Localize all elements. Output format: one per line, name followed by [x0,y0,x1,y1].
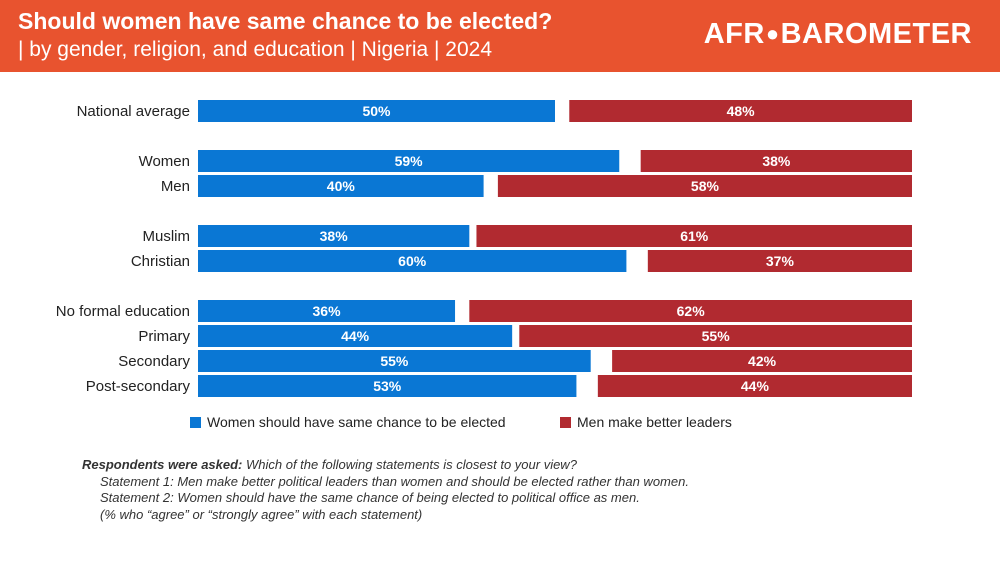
data-label-women-muslim: 38% [320,228,349,244]
bar-women-same-chance-christian [198,250,627,272]
data-label-women-no-formal-education: 36% [313,303,342,319]
data-label-women-national-average: 50% [362,103,391,119]
data-label-men-post-secondary: 44% [741,378,770,394]
bar-women-same-chance-women [198,150,620,172]
data-label-men-no-formal-education: 62% [677,303,706,319]
data-label-men-muslim: 61% [680,228,709,244]
header-banner: Should women have same chance to be elec… [0,0,1000,72]
data-label-men-primary: 55% [702,328,731,344]
chart-subtitle: | by gender, religion, and education | N… [18,38,493,61]
data-label-men-christian: 37% [766,253,795,269]
bar-women-same-chance-post-secondary [198,375,577,397]
data-label-men-men: 58% [691,178,720,194]
data-label-men-women: 38% [762,153,791,169]
legend-item-women-same-chance: Women should have same chance to be elec… [190,414,506,430]
category-label-muslim: Muslim [143,228,191,245]
legend-swatch-red [560,417,571,428]
data-label-women-primary: 44% [341,328,370,344]
data-label-women-women: 59% [395,153,424,169]
bar-men-better-post-secondary [597,375,912,397]
chart-title: Should women have same chance to be elec… [18,8,553,34]
category-label-men: Men [161,178,190,195]
category-label-christian: Christian [131,253,190,270]
bar-women-same-chance-primary [198,325,513,347]
category-label-primary: Primary [138,328,190,345]
bar-women-same-chance-national-average [198,100,555,122]
statement-1: Statement 1: Men make better political l… [100,473,689,489]
footnote: (% who “agree” or “strongly agree” with … [100,506,423,522]
bar-men-better-secondary [612,350,912,372]
data-label-women-post-secondary: 53% [373,378,402,394]
bar-women-same-chance-men [198,175,484,197]
bar-chart: National average 50% 48% Women 59% 38% Men 40% 5… [56,100,912,397]
data-label-men-secondary: 42% [748,353,777,369]
data-label-women-men: 40% [327,178,356,194]
bar-men-better-no-formal-education [469,300,912,322]
bar-men-better-muslim [476,225,912,247]
category-label-post-secondary: Post-secondary [86,378,191,395]
bar-men-better-women [640,150,912,172]
africa-speech-icon: ● [765,21,780,46]
category-label-no-formal-education: No formal education [56,303,190,320]
bar-women-same-chance-no-formal-education [198,300,456,322]
category-label-national-average: National average [77,103,190,120]
data-label-women-christian: 60% [398,253,427,269]
category-label-women: Women [139,153,190,170]
bar-women-same-chance-muslim [198,225,470,247]
bar-women-same-chance-secondary [198,350,591,372]
survey-note: Respondents were asked: Which of the fol… [82,457,689,522]
bar-men-better-christian [647,250,912,272]
statement-2: Statement 2: Women should have the same … [100,490,640,505]
bar-men-better-primary [519,325,912,347]
bar-men-better-men [497,175,912,197]
afrobarometer-logo: AFR●BAROMETER [703,18,972,50]
data-label-men-national-average: 48% [727,103,756,119]
legend-swatch-blue [190,417,201,428]
category-label-secondary: Secondary [118,353,190,370]
bar-men-better-national-average [569,100,912,122]
data-label-women-secondary: 55% [380,353,409,369]
legend-item-men-better: Men make better leaders [560,414,732,430]
